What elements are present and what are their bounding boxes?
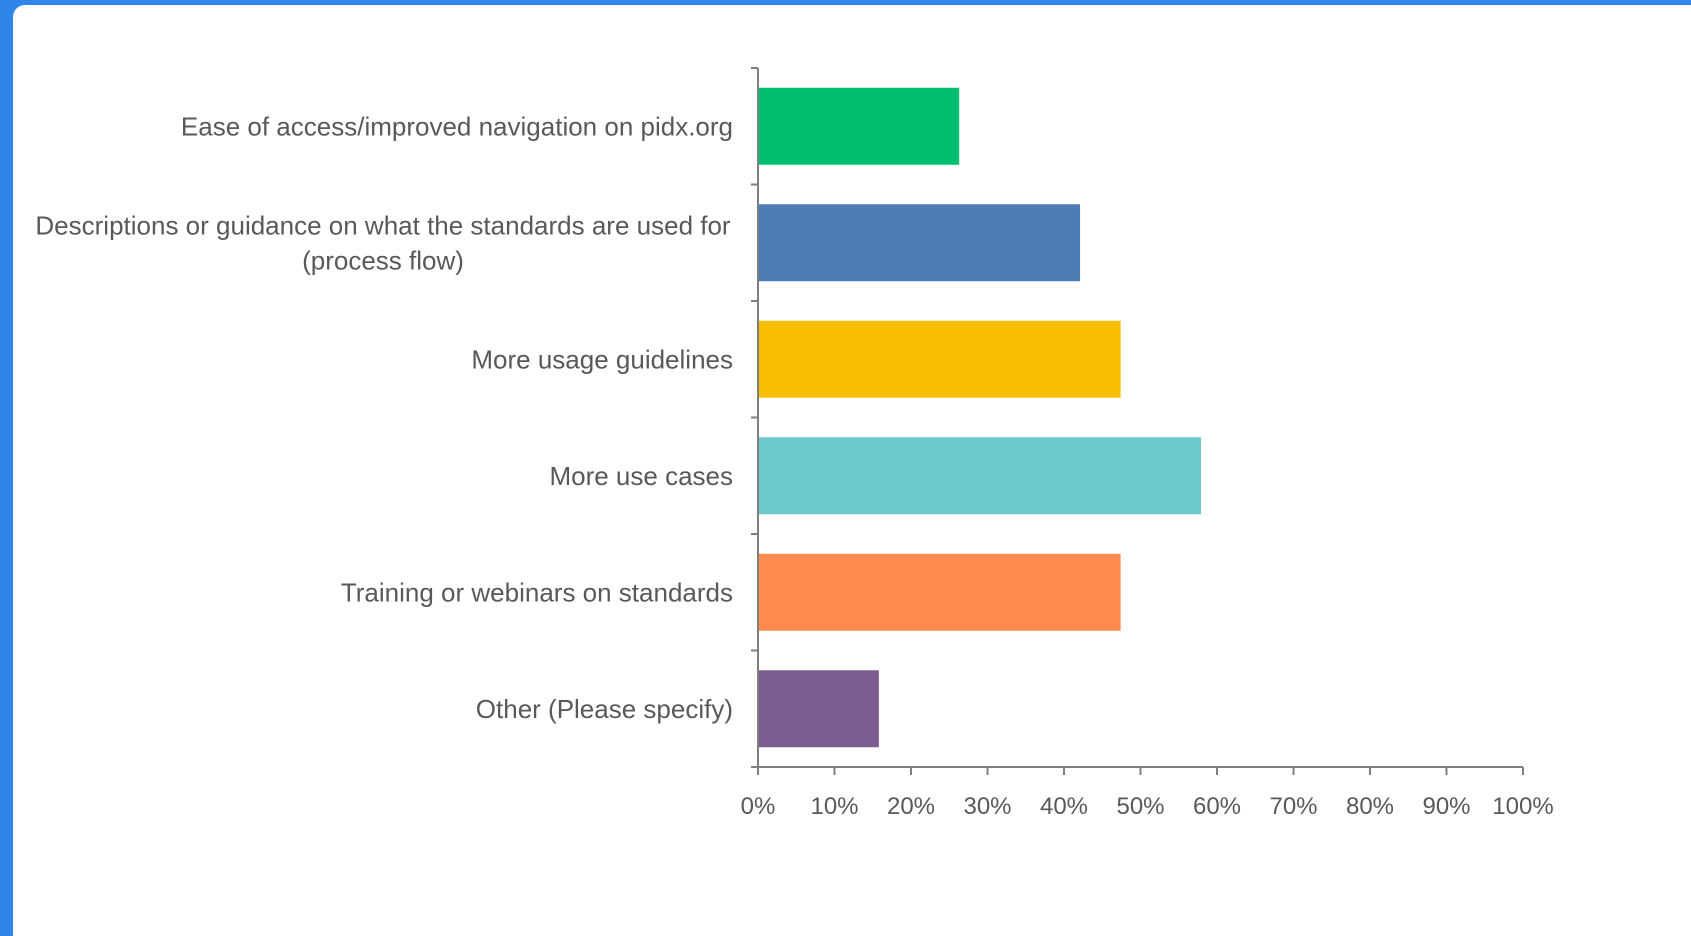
slide-panel: Ease of access/improved navigation on pi… xyxy=(13,5,1691,936)
axes-group xyxy=(751,67,1524,775)
category-label-6: Other (Please specify) xyxy=(476,694,733,724)
x-tick-label: 50% xyxy=(1116,793,1164,820)
bar-2 xyxy=(758,204,1081,282)
x-tick-label: 40% xyxy=(1040,793,1088,820)
bar-4 xyxy=(758,437,1201,515)
category-label-3: More usage guidelines xyxy=(471,344,733,374)
bar-3 xyxy=(758,320,1121,398)
category-label-5: Training or webinars on standards xyxy=(341,577,733,607)
category-label-1: Ease of access/improved navigation on pi… xyxy=(181,111,733,141)
x-tick-label: 70% xyxy=(1269,793,1317,820)
x-tick-label: 80% xyxy=(1346,793,1394,820)
x-tick-label: 10% xyxy=(810,793,858,820)
x-tick-label: 0% xyxy=(741,793,776,820)
category-labels-group: Ease of access/improved navigation on pi… xyxy=(35,111,733,724)
bars-group xyxy=(758,87,1201,748)
bar-1 xyxy=(758,87,960,165)
bar-6 xyxy=(758,670,879,748)
bar-5 xyxy=(758,553,1121,631)
x-tick-label: 100% xyxy=(1492,793,1553,820)
survey-bar-chart: Ease of access/improved navigation on pi… xyxy=(35,67,1554,820)
tick-labels-group: 0% 10% 20% 30% 40% 50% 60% 70% 80% 90% 100% xyxy=(741,793,1554,820)
category-label-4: More use cases xyxy=(549,461,733,491)
x-tick-label: 90% xyxy=(1422,793,1470,820)
x-tick-label: 30% xyxy=(963,793,1011,820)
x-tick-label: 60% xyxy=(1193,793,1241,820)
category-label-2: Descriptions or guidance on what the sta… xyxy=(35,210,731,275)
x-tick-label: 20% xyxy=(887,793,935,820)
